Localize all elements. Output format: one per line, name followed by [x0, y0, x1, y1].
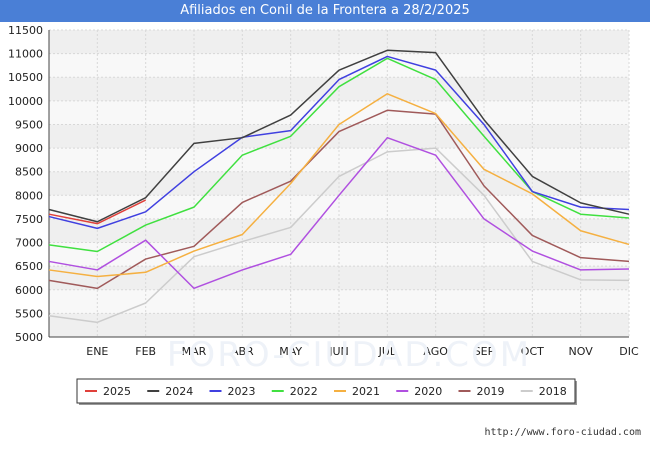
x-tick-label: MAY — [279, 345, 302, 358]
y-tick-label: 9000 — [15, 142, 43, 155]
y-tick-label: 5500 — [15, 307, 43, 320]
y-tick-label: 11500 — [8, 24, 43, 37]
x-tick-label: MAR — [182, 345, 207, 358]
x-tick-label: DIC — [619, 345, 639, 358]
x-tick-label: FEB — [135, 345, 156, 358]
legend-label-2018: 2018 — [539, 385, 567, 398]
legend-label-2024: 2024 — [165, 385, 193, 398]
series-line-2023 — [48, 55, 630, 230]
series-line-2025 — [48, 199, 146, 225]
x-tick-label: SEP — [474, 345, 495, 358]
legend-label-2019: 2019 — [477, 385, 505, 398]
legend: 2025 2024 2023 2022 2021 2020 2019 2018 — [76, 378, 577, 405]
grid-band — [49, 124, 629, 149]
chart-title: Afiliados en Conil de la Frontera a 28/2… — [0, 0, 650, 22]
legend-box — [76, 378, 576, 404]
y-tick-label: 8000 — [15, 189, 43, 202]
y-tick-label: 6000 — [15, 284, 43, 297]
grid-band — [49, 77, 629, 101]
legend-label-2023: 2023 — [228, 385, 256, 398]
x-tick-label: JUN — [328, 345, 349, 358]
legend-label-2022: 2022 — [290, 385, 318, 398]
y-tick-label: 5000 — [15, 331, 43, 344]
x-tick-label: OCT — [521, 345, 544, 358]
source-url: http://www.foro-ciudad.com — [484, 427, 641, 438]
y-tick-label: 7000 — [15, 237, 43, 250]
y-tick-label: 6500 — [15, 260, 43, 273]
y-tick-label: 10000 — [8, 95, 43, 108]
y-tick-label: 7500 — [15, 213, 43, 226]
grid-band — [49, 313, 629, 337]
y-tick-label: 10500 — [8, 71, 43, 84]
x-tick-label: JUL — [378, 345, 397, 358]
x-tick-label: AGO — [423, 345, 448, 358]
watermark-text: FORO-CIUDAD.COM — [167, 335, 531, 375]
series-line-2020 — [48, 136, 630, 290]
x-tick-label: NOV — [569, 345, 594, 358]
y-tick-label: 8500 — [15, 166, 43, 179]
x-tick-label: ABR — [231, 345, 254, 358]
legend-label-2021: 2021 — [352, 385, 380, 398]
series-line-2024 — [48, 49, 630, 223]
series-line-2019 — [48, 109, 630, 290]
series-line-2018 — [48, 147, 630, 324]
x-tick-label: ENE — [86, 345, 108, 358]
series-line-2021 — [48, 93, 630, 278]
y-tick-label: 9500 — [15, 118, 43, 131]
y-tick-label: 11000 — [8, 48, 43, 61]
legend-label-2020: 2020 — [414, 385, 442, 398]
legend-label-2025: 2025 — [103, 385, 131, 398]
